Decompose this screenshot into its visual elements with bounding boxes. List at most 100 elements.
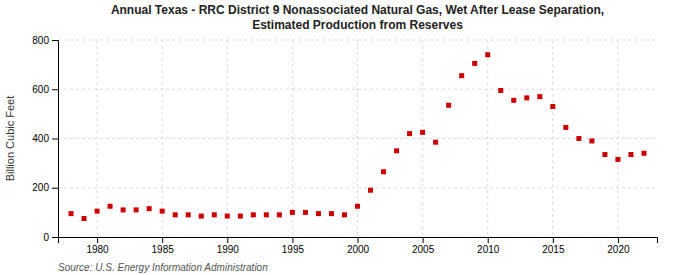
tick-label: 600 (32, 84, 49, 95)
point (394, 148, 399, 153)
point (264, 212, 269, 217)
y-tick: 600 (32, 84, 58, 95)
y-axis: 0 200 400 600 800 (32, 35, 58, 243)
point (95, 209, 100, 214)
tick-label: 400 (32, 133, 49, 144)
grid-line (552, 40, 553, 237)
point (381, 169, 386, 174)
point (69, 211, 74, 216)
tick-label: 1990 (217, 244, 240, 255)
point (641, 151, 646, 156)
tick-label: 2005 (412, 244, 435, 255)
grid-line (617, 40, 618, 237)
tick-mark (488, 237, 489, 243)
tick-mark (52, 139, 58, 140)
point (498, 88, 503, 93)
tick-mark (227, 237, 228, 243)
x-axis: 1980 1985 1990 1995 2000 2005 2010 2015 2020 (59, 237, 658, 255)
point (329, 211, 334, 216)
plot-area: 1980 1985 1990 1995 2000 2005 2010 2015 2020 0 200… (32, 35, 657, 255)
point (303, 210, 308, 215)
point (550, 104, 555, 109)
point (615, 157, 620, 162)
grid-line (292, 40, 293, 237)
point (576, 136, 581, 141)
point (316, 211, 321, 216)
point (82, 216, 87, 221)
grid-line (422, 40, 423, 237)
tick-mark (97, 237, 98, 243)
tick-mark (553, 237, 554, 243)
point (368, 188, 373, 193)
points (69, 52, 647, 221)
x-tick: 1980 (86, 237, 109, 255)
grid-line (227, 40, 228, 237)
x-tick: 1990 (217, 237, 240, 255)
y-tick: 200 (32, 182, 58, 193)
tick-mark (52, 89, 58, 90)
point (407, 131, 412, 136)
tick-mark (52, 40, 58, 41)
title: Annual Texas - RRC District 9 Nonassocia… (111, 3, 604, 32)
x-tick: 2010 (477, 237, 500, 255)
axis-line (59, 238, 658, 244)
y-tick: 800 (32, 35, 58, 46)
x-tick: 2000 (347, 237, 370, 255)
tick-label: 200 (32, 182, 49, 193)
tick-label: 1980 (86, 244, 109, 255)
chart: 1980 1985 1990 1995 2000 2005 2010 2015 2020 0 200… (0, 0, 675, 275)
point (277, 212, 282, 217)
point (121, 207, 126, 212)
point (225, 214, 230, 219)
point (147, 206, 152, 211)
point (472, 61, 477, 66)
tick-label: 800 (32, 35, 49, 46)
point (134, 207, 139, 212)
point (355, 204, 360, 209)
tick-mark (358, 237, 359, 243)
tick-label: 1995 (282, 244, 305, 255)
x-tick: 2015 (542, 237, 565, 255)
tick-label: 1985 (152, 244, 175, 255)
point (563, 125, 568, 130)
tick-mark (292, 237, 293, 243)
point (602, 152, 607, 157)
point (628, 152, 633, 157)
point (108, 204, 113, 209)
source-note: Source: U.S. Energy Information Administ… (58, 262, 268, 273)
x-tick: 2005 (412, 237, 435, 255)
point (459, 73, 464, 78)
tick-mark (423, 237, 424, 243)
point (290, 210, 295, 215)
point (446, 103, 451, 108)
point (173, 212, 178, 217)
tick-label: 0 (43, 232, 49, 243)
tick-mark (52, 237, 58, 238)
y-tick: 0 (43, 232, 58, 243)
point (511, 98, 516, 103)
grid-line (162, 40, 163, 237)
point (524, 95, 529, 100)
x-tick: 1985 (152, 237, 175, 255)
axis-line (52, 41, 59, 238)
point (238, 214, 243, 219)
point (212, 212, 217, 217)
tick-label: 2000 (347, 244, 370, 255)
point (420, 130, 425, 135)
point (589, 138, 594, 143)
tick-mark (162, 237, 163, 243)
grid-line (97, 40, 98, 237)
point (433, 140, 438, 145)
y-tick: 400 (32, 133, 58, 144)
tick-label: 2020 (607, 244, 630, 255)
point (199, 214, 204, 219)
tick-mark (52, 188, 58, 189)
point (251, 212, 256, 217)
y-axis-label: Billion Cubic Feet (4, 96, 16, 182)
grid-line (58, 187, 657, 188)
x-tick: 1995 (282, 237, 305, 255)
tick-label: 2010 (477, 244, 500, 255)
point (537, 94, 542, 99)
point (485, 52, 490, 57)
point (342, 212, 347, 217)
